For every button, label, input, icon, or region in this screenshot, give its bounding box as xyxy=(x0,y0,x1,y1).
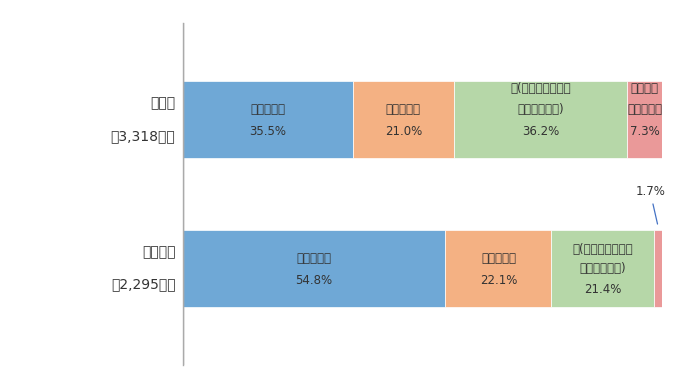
Text: 親(または祖父母等: 親(または祖父母等 xyxy=(510,82,571,95)
Text: 奨学生本人: 奨学生本人 xyxy=(251,102,285,116)
Bar xyxy=(551,230,654,307)
Text: 本人と親等: 本人と親等 xyxy=(386,102,421,116)
Text: 本人と親等: 本人と親等 xyxy=(481,251,516,265)
Text: 延滞者

（3,318人）: 延滞者 （3,318人） xyxy=(111,96,175,143)
Text: 22.1%: 22.1% xyxy=(480,274,517,287)
Text: 無延滞者

（2,295人）: 無延滞者 （2,295人） xyxy=(111,245,175,292)
Bar xyxy=(183,81,353,158)
Text: 35.5%: 35.5% xyxy=(249,125,287,138)
Bar xyxy=(454,81,627,158)
Text: わからない: わからない xyxy=(627,102,662,116)
Text: の家族、親戚): の家族、親戚) xyxy=(517,102,564,116)
Text: 親(または祖父母等: 親(または祖父母等 xyxy=(572,242,633,256)
Text: 54.8%: 54.8% xyxy=(295,274,333,287)
Text: の家族、親戚): の家族、親戚) xyxy=(579,262,626,275)
Bar xyxy=(353,81,454,158)
Bar xyxy=(627,81,662,158)
Text: 21.4%: 21.4% xyxy=(584,283,621,296)
Bar xyxy=(445,230,551,307)
Text: 36.2%: 36.2% xyxy=(521,125,559,138)
Bar xyxy=(654,230,662,307)
Bar xyxy=(183,230,445,307)
Text: 7.3%: 7.3% xyxy=(630,125,659,138)
Text: 奨学生本人: 奨学生本人 xyxy=(297,251,331,265)
Text: その他・: その他・ xyxy=(631,82,659,95)
Text: 21.0%: 21.0% xyxy=(385,125,422,138)
Text: 1.7%: 1.7% xyxy=(636,185,665,224)
